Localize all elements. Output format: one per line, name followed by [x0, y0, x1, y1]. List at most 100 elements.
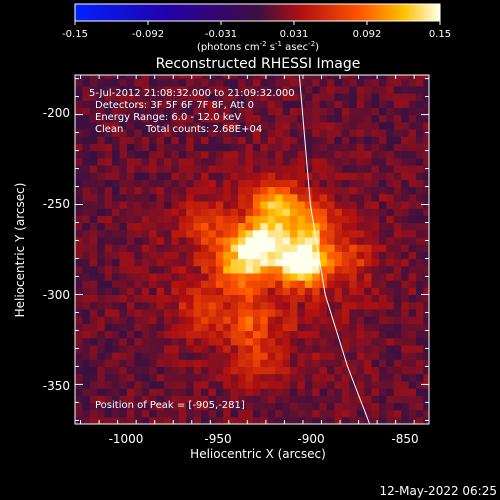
heatmap-cell [126, 78, 135, 87]
heatmap-cell [89, 323, 98, 332]
heatmap-cell [416, 402, 425, 411]
heatmap-cell [193, 186, 202, 195]
heatmap-cell [186, 92, 195, 101]
heatmap-cell [134, 229, 143, 238]
heatmap-cell [349, 236, 358, 245]
heatmap-cell [97, 380, 106, 389]
heatmap-cell [97, 287, 106, 296]
heatmap-cell [275, 121, 284, 130]
heatmap-cell [208, 92, 217, 101]
heatmap-cell [260, 200, 269, 209]
heatmap-cell [201, 330, 210, 339]
heatmap-cell [149, 75, 158, 80]
heatmap-cell [193, 164, 202, 173]
heatmap-cell [208, 301, 217, 310]
heatmap-cell [297, 352, 306, 360]
heatmap-cell [297, 136, 306, 144]
heatmap-cell [349, 75, 358, 80]
heatmap-cell [126, 272, 135, 281]
heatmap-cell [223, 215, 232, 224]
heatmap-cell [312, 186, 321, 195]
heatmap-cell [82, 258, 91, 267]
heatmap-cell [275, 186, 284, 195]
heatmap-cell [267, 186, 276, 195]
heatmap-cell [364, 172, 373, 180]
heatmap-cell [349, 92, 358, 101]
heatmap-cell [423, 75, 429, 80]
heatmap-cell [238, 172, 247, 180]
heatmap-cell [327, 244, 336, 252]
heatmap-cell [252, 352, 261, 360]
heatmap-cell [393, 136, 402, 144]
heatmap-cell [149, 265, 158, 274]
heatmap-cell [423, 251, 429, 260]
heatmap-cell [289, 78, 298, 87]
heatmap-cell [119, 308, 128, 317]
heatmap-cell [275, 265, 284, 274]
heatmap-cell [141, 136, 150, 144]
heatmap-cell [312, 265, 321, 274]
heatmap-cell [223, 359, 232, 368]
heatmap-cell [208, 128, 217, 137]
heatmap-cell [112, 352, 121, 360]
heatmap-cell [423, 395, 429, 404]
heatmap-cell [89, 143, 98, 152]
heatmap-cell [141, 337, 150, 346]
heatmap-cell [186, 157, 195, 166]
heatmap-cell [252, 388, 261, 396]
heatmap-cell [134, 136, 143, 144]
heatmap-cell [186, 294, 195, 303]
heatmap-cell [297, 272, 306, 281]
heatmap-cell [141, 380, 150, 389]
heatmap-cell [82, 344, 91, 353]
heatmap-cell [163, 280, 172, 288]
heatmap-cell [297, 121, 306, 130]
heatmap-cell [289, 136, 298, 144]
heatmap-cell [134, 114, 143, 123]
heatmap-cell [297, 416, 306, 424]
heatmap-cell [238, 373, 247, 382]
heatmap-cell [341, 316, 350, 324]
heatmap-cell [149, 157, 158, 166]
heatmap-cell [149, 258, 158, 267]
heatmap-cell [149, 92, 158, 101]
heatmap-cell [208, 352, 217, 360]
heatmap-cell [82, 179, 91, 188]
heatmap-cell [238, 100, 247, 108]
heatmap-cell [238, 409, 247, 418]
heatmap-cell [215, 75, 224, 80]
heatmap-cell [393, 316, 402, 324]
heatmap-cell [282, 287, 291, 296]
heatmap-cell [186, 373, 195, 382]
heatmap-cell [75, 179, 84, 188]
heatmap-cell [245, 330, 254, 339]
heatmap-cell [378, 308, 387, 317]
heatmap-cell [267, 359, 276, 368]
heatmap-cell [156, 75, 165, 80]
heatmap-cell [304, 301, 313, 310]
heatmap-cell [89, 402, 98, 411]
heatmap-cell [327, 150, 336, 159]
heatmap-cell [171, 193, 180, 202]
heatmap-cell [238, 294, 247, 303]
heatmap-cell [75, 409, 84, 418]
heatmap-cell [119, 344, 128, 353]
heatmap-cell [230, 200, 239, 209]
heatmap-cell [297, 193, 306, 202]
heatmap-cell [304, 208, 313, 216]
heatmap-cell [149, 143, 158, 152]
heatmap-cell [282, 114, 291, 123]
heatmap-cell [245, 301, 254, 310]
heatmap-cell [186, 150, 195, 159]
heatmap-cell [193, 179, 202, 188]
heatmap-cell [104, 164, 113, 173]
heatmap-cell [416, 236, 425, 245]
heatmap-cell [371, 136, 380, 144]
heatmap-cell [252, 128, 261, 137]
heatmap-cell [408, 316, 417, 324]
heatmap-cell [371, 186, 380, 195]
heatmap-cell [289, 121, 298, 130]
heatmap-cell [252, 136, 261, 144]
heatmap-cell [312, 100, 321, 108]
heatmap-cell [141, 287, 150, 296]
